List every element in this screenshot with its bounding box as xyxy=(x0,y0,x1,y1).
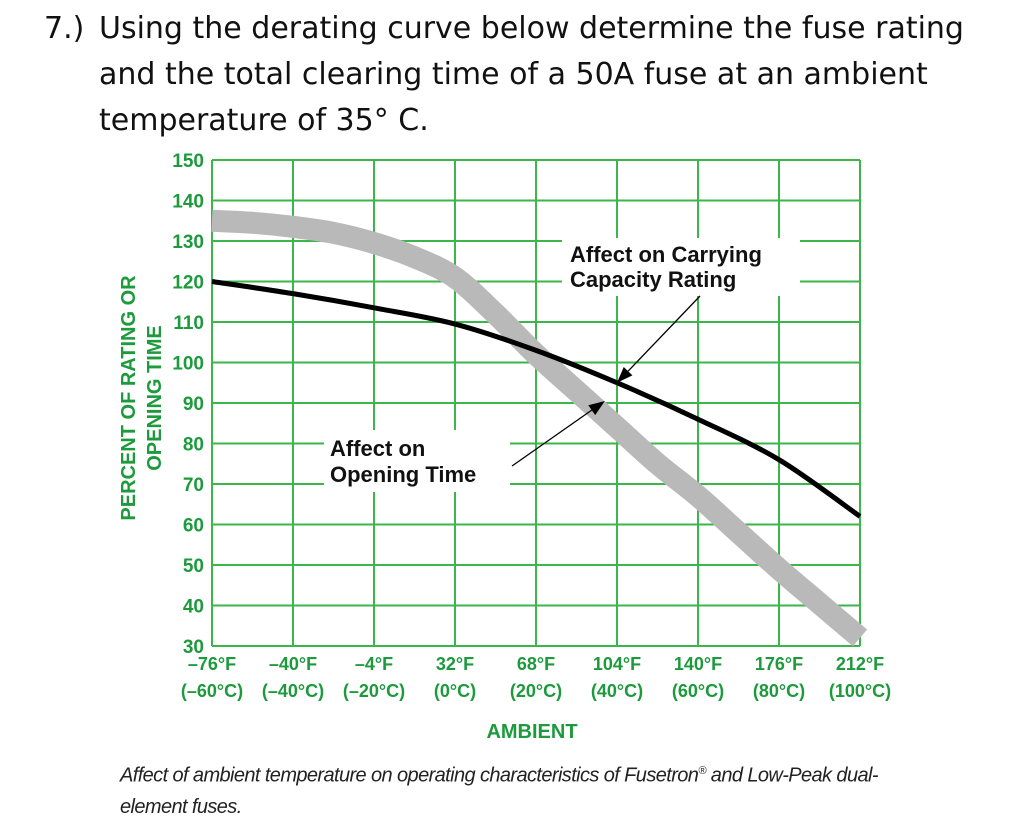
x-tick-label-f-5: 104°F xyxy=(593,654,641,674)
opening-arrowhead xyxy=(588,400,605,416)
chart-annotations: Affect on Carrying Capacity Rating Affec… xyxy=(324,238,800,492)
y-tick-labels: 30 40 50 60 70 80 90 100 110 120 130 140 150 xyxy=(172,151,204,658)
x-tick-labels: –76°F (–60°C) –40°F (–40°C) –4°F (–20°C) 32°F (… xyxy=(181,654,891,701)
carrying-label-line1: Affect on Carrying xyxy=(570,242,762,267)
y-tick-label-50: 50 xyxy=(183,556,204,577)
opening-arrow-line xyxy=(511,409,593,467)
y-tick-label-80: 80 xyxy=(183,435,204,456)
x-tick-label-c-2: (–20°C) xyxy=(343,681,405,701)
carrying-label-bg xyxy=(562,238,800,296)
x-tick-label-c-3: (0°C) xyxy=(434,681,476,701)
series-opening-time-curve xyxy=(211,209,868,647)
opening-label-line1: Affect on xyxy=(330,436,425,461)
x-tick-label-f-3: 32°F xyxy=(436,654,474,674)
y-tick-label-130: 130 xyxy=(172,232,204,253)
x-tick-label-f-1: –40°F xyxy=(269,654,317,674)
x-tick-label-f-2: –4°F xyxy=(355,654,393,674)
carrying-arrowhead xyxy=(617,367,633,383)
y-tick-label-100: 100 xyxy=(172,354,204,375)
question-text: Using the derating curve below determine… xyxy=(99,11,964,138)
x-tick-label-c-4: (20°C) xyxy=(510,681,562,701)
caption-registered-mark: ® xyxy=(698,765,706,777)
x-tick-label-f-8: 212°F xyxy=(836,654,884,674)
caption-text-1: Affect of ambient temperature on operati… xyxy=(120,764,699,787)
y-tick-label-140: 140 xyxy=(172,192,204,213)
x-tick-label-f-6: 140°F xyxy=(674,654,722,674)
opening-label-bg xyxy=(324,430,510,492)
carrying-arrow-line xyxy=(627,295,701,372)
x-tick-label-c-8: (100°C) xyxy=(829,681,891,701)
opening-label-line2: Opening Time xyxy=(330,462,476,487)
x-tick-label-c-5: (40°C) xyxy=(591,681,643,701)
carrying-label-line2: Capacity Rating xyxy=(570,267,736,292)
question-number: 7.) xyxy=(44,11,85,46)
caption-text-2: and Low-Peak dual-element fuses. xyxy=(120,764,879,818)
x-tick-label-c-1: (–40°C) xyxy=(262,681,324,701)
figure-caption: Affect of ambient temperature on operati… xyxy=(120,756,900,823)
y-axis-label-line1: PERCENT OF RATING OR xyxy=(118,275,140,521)
y-tick-label-60: 60 xyxy=(183,516,204,537)
y-tick-label-150: 150 xyxy=(172,151,204,172)
y-tick-label-120: 120 xyxy=(172,273,204,294)
x-tick-label-c-0: (–60°C) xyxy=(181,681,243,701)
x-axis-label: AMBIENT xyxy=(486,721,577,743)
y-tick-label-70: 70 xyxy=(183,475,204,496)
x-tick-label-c-6: (60°C) xyxy=(672,681,724,701)
x-tick-label-c-7: (80°C) xyxy=(753,681,805,701)
y-tick-label-30: 30 xyxy=(183,637,204,658)
y-tick-label-90: 90 xyxy=(183,394,204,415)
y-tick-label-110: 110 xyxy=(173,313,204,334)
chart-series xyxy=(211,209,868,647)
y-axis-label-line2: OPENING TIME xyxy=(144,325,166,471)
y-tick-label-40: 40 xyxy=(183,597,204,618)
x-tick-label-f-4: 68°F xyxy=(517,654,555,674)
x-tick-label-f-0: –76°F xyxy=(188,654,236,674)
series-carrying-capacity-curve xyxy=(211,279,862,519)
x-tick-label-f-7: 176°F xyxy=(755,654,803,674)
